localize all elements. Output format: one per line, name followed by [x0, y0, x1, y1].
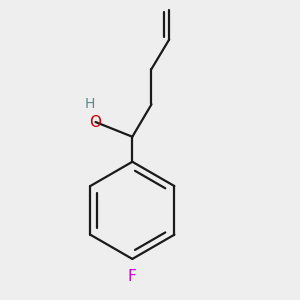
Text: O: O — [89, 115, 101, 130]
Text: H: H — [85, 98, 95, 111]
Text: F: F — [128, 269, 137, 284]
